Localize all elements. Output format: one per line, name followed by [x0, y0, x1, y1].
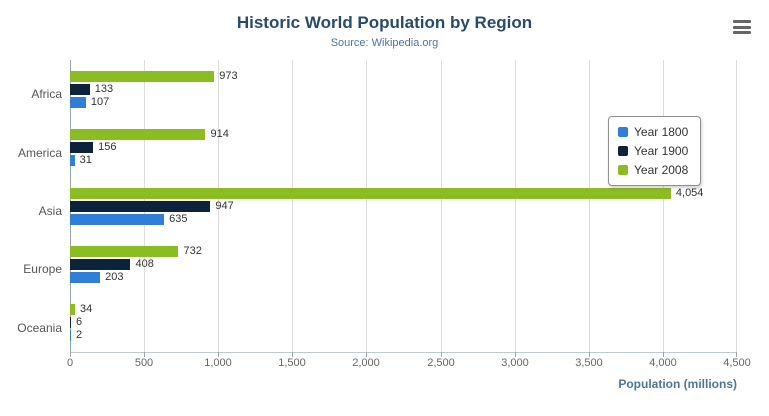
bar[interactable] — [70, 129, 206, 141]
plot-area: 973 133 107 914 156 31 4,054 947 635 732 408 203 34 6… — [70, 60, 737, 357]
bar[interactable] — [70, 304, 76, 316]
category-axis-labels: Africa America Asia Europe Oceania — [0, 60, 62, 352]
value-axis-line — [70, 352, 737, 353]
tick-mark — [218, 352, 219, 357]
legend: Year 1800 Year 1900 Year 2008 — [608, 116, 702, 186]
bar[interactable] — [70, 96, 86, 108]
tick-mark — [366, 352, 367, 357]
tick-mark — [663, 352, 664, 357]
x-tick-label: 3,500 — [575, 357, 603, 369]
category-label: Oceania — [17, 320, 62, 335]
gridline — [441, 60, 442, 352]
bar[interactable] — [70, 330, 71, 342]
legend-item-label: Year 2008 — [634, 163, 689, 177]
bar-value-label: 973 — [219, 69, 238, 82]
bar[interactable] — [70, 200, 211, 212]
bar-value-label: 156 — [98, 141, 117, 154]
x-tick-label: 4,500 — [723, 357, 751, 369]
gridline — [366, 60, 367, 352]
bar[interactable] — [70, 258, 131, 270]
hamburger-line — [733, 25, 751, 29]
x-tick-label: 3,000 — [501, 357, 529, 369]
tick-mark — [589, 352, 590, 357]
x-tick-label: 4,000 — [649, 357, 677, 369]
bar[interactable] — [70, 155, 75, 167]
category-label: America — [17, 145, 62, 160]
legend-marker-icon — [618, 127, 628, 137]
bar[interactable] — [70, 213, 165, 225]
gridline — [663, 60, 664, 352]
bar-value-label: 31 — [79, 154, 92, 167]
bar[interactable] — [70, 70, 215, 82]
x-tick-label: 0 — [66, 357, 74, 369]
tick-mark — [736, 352, 737, 357]
tick-mark — [144, 352, 145, 357]
category-label: Asia — [38, 204, 62, 218]
x-tick-label: 1,500 — [278, 357, 306, 369]
bar-value-label: 4,054 — [675, 186, 704, 199]
category-label: Europe — [23, 262, 62, 277]
bar[interactable] — [70, 83, 90, 95]
bar-value-label: 635 — [169, 212, 188, 225]
bar-value-label: 408 — [135, 257, 154, 270]
bar-value-label: 34 — [80, 303, 93, 316]
bar-value-label: 203 — [105, 270, 124, 283]
x-tick-label: 2,500 — [427, 357, 455, 369]
x-tick-label: 2,000 — [352, 357, 380, 369]
bar-value-label: 732 — [183, 244, 202, 257]
legend-item[interactable]: Year 1800 — [618, 125, 688, 139]
bar[interactable] — [70, 187, 671, 199]
bar-value-label: 107 — [90, 95, 110, 108]
bar[interactable] — [70, 142, 94, 154]
tick-mark — [515, 352, 516, 357]
legend-item[interactable]: Year 2008 — [618, 163, 688, 177]
export-menu-hamburger-icon[interactable] — [733, 20, 751, 34]
chart-subtitle: Source: Wikipedia.org — [330, 37, 439, 49]
chart-title: Historic World Population by Region — [236, 13, 533, 32]
gridline — [736, 60, 737, 352]
value-axis-labels: 0 500 1,000 1,500 2,000 2,500 3,000 3,500 4,000 4… — [66, 357, 751, 371]
x-axis-title: Population (millions) — [618, 377, 737, 391]
tick-mark — [70, 352, 71, 357]
legend-marker-icon — [618, 146, 628, 156]
hamburger-line — [733, 31, 751, 34]
bar-value-label: 2 — [76, 329, 83, 342]
gridline — [589, 60, 590, 352]
x-tick-label: 500 — [134, 357, 154, 369]
x-tick-label: 1,000 — [204, 357, 232, 369]
bar-value-label: 133 — [94, 82, 114, 95]
gridline — [292, 60, 293, 352]
bar-value-label: 947 — [215, 199, 234, 212]
hamburger-line — [733, 20, 751, 23]
tick-mark — [292, 352, 293, 357]
bar[interactable] — [70, 245, 179, 257]
category-label: Africa — [31, 87, 62, 102]
legend-item[interactable]: Year 1900 — [618, 144, 688, 158]
bar[interactable] — [70, 271, 101, 283]
legend-marker-icon — [618, 165, 628, 175]
gridline — [515, 60, 516, 352]
gridline — [218, 60, 219, 352]
bar-value-label: 914 — [210, 128, 229, 141]
tick-mark — [441, 352, 442, 357]
legend-item-label: Year 1900 — [634, 144, 689, 158]
legend-item-label: Year 1800 — [634, 125, 689, 139]
bar-value-label: 6 — [76, 316, 83, 329]
bar[interactable] — [70, 317, 71, 329]
